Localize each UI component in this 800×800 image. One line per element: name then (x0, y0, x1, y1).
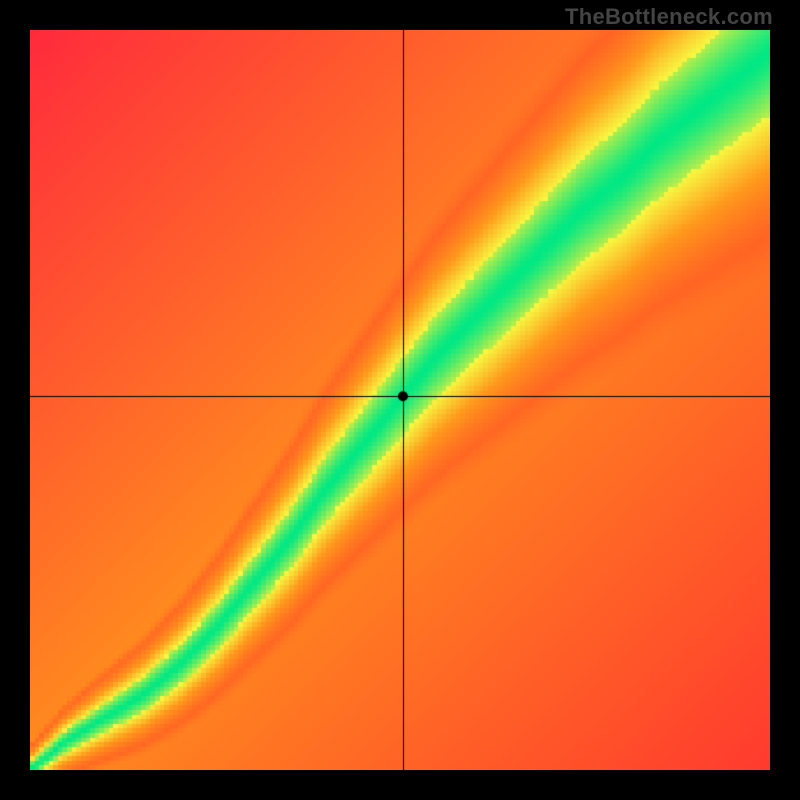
heatmap-canvas (30, 30, 770, 770)
heatmap-plot (30, 30, 770, 770)
watermark-text: TheBottleneck.com (565, 4, 773, 30)
